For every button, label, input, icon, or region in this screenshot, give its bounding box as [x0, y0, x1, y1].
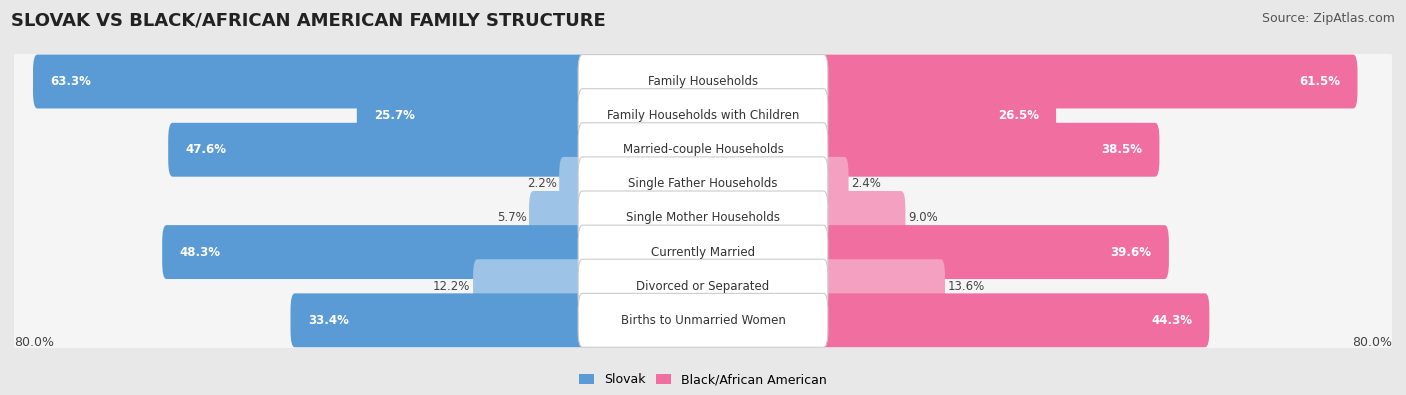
- Text: 44.3%: 44.3%: [1152, 314, 1192, 327]
- Text: Source: ZipAtlas.com: Source: ZipAtlas.com: [1261, 12, 1395, 25]
- FancyBboxPatch shape: [820, 293, 1209, 347]
- Text: 2.2%: 2.2%: [527, 177, 557, 190]
- Text: SLOVAK VS BLACK/AFRICAN AMERICAN FAMILY STRUCTURE: SLOVAK VS BLACK/AFRICAN AMERICAN FAMILY …: [11, 12, 606, 30]
- FancyBboxPatch shape: [578, 89, 828, 143]
- Text: Births to Unmarried Women: Births to Unmarried Women: [620, 314, 786, 327]
- FancyBboxPatch shape: [820, 191, 905, 245]
- FancyBboxPatch shape: [578, 157, 828, 211]
- FancyBboxPatch shape: [820, 89, 1056, 143]
- FancyBboxPatch shape: [13, 224, 1393, 280]
- FancyBboxPatch shape: [820, 55, 1358, 109]
- FancyBboxPatch shape: [578, 123, 828, 177]
- FancyBboxPatch shape: [13, 88, 1393, 143]
- FancyBboxPatch shape: [529, 191, 586, 245]
- FancyBboxPatch shape: [162, 225, 586, 279]
- FancyBboxPatch shape: [13, 190, 1393, 246]
- FancyBboxPatch shape: [13, 122, 1393, 177]
- FancyBboxPatch shape: [820, 225, 1168, 279]
- FancyBboxPatch shape: [578, 293, 828, 347]
- Text: Single Mother Households: Single Mother Households: [626, 211, 780, 224]
- Text: Currently Married: Currently Married: [651, 246, 755, 259]
- FancyBboxPatch shape: [13, 156, 1393, 211]
- FancyBboxPatch shape: [291, 293, 586, 347]
- Text: 39.6%: 39.6%: [1111, 246, 1152, 259]
- Text: 38.5%: 38.5%: [1101, 143, 1142, 156]
- FancyBboxPatch shape: [169, 123, 586, 177]
- Text: 13.6%: 13.6%: [948, 280, 984, 293]
- FancyBboxPatch shape: [560, 157, 586, 211]
- FancyBboxPatch shape: [820, 259, 945, 313]
- Text: 9.0%: 9.0%: [908, 211, 938, 224]
- Text: 80.0%: 80.0%: [14, 336, 53, 349]
- Text: 61.5%: 61.5%: [1299, 75, 1340, 88]
- FancyBboxPatch shape: [13, 293, 1393, 348]
- FancyBboxPatch shape: [32, 55, 586, 109]
- Text: Family Households: Family Households: [648, 75, 758, 88]
- Legend: Slovak, Black/African American: Slovak, Black/African American: [579, 373, 827, 386]
- FancyBboxPatch shape: [578, 55, 828, 109]
- FancyBboxPatch shape: [13, 259, 1393, 314]
- Text: 80.0%: 80.0%: [1353, 336, 1392, 349]
- Text: 2.4%: 2.4%: [851, 177, 882, 190]
- FancyBboxPatch shape: [578, 225, 828, 279]
- FancyBboxPatch shape: [578, 191, 828, 245]
- Text: 47.6%: 47.6%: [186, 143, 226, 156]
- FancyBboxPatch shape: [472, 259, 586, 313]
- Text: 12.2%: 12.2%: [433, 280, 471, 293]
- Text: 26.5%: 26.5%: [998, 109, 1039, 122]
- Text: Divorced or Separated: Divorced or Separated: [637, 280, 769, 293]
- Text: Single Father Households: Single Father Households: [628, 177, 778, 190]
- FancyBboxPatch shape: [820, 157, 849, 211]
- FancyBboxPatch shape: [820, 123, 1160, 177]
- Text: 48.3%: 48.3%: [180, 246, 221, 259]
- FancyBboxPatch shape: [578, 259, 828, 313]
- Text: 5.7%: 5.7%: [496, 211, 526, 224]
- Text: 25.7%: 25.7%: [374, 109, 415, 122]
- FancyBboxPatch shape: [357, 89, 586, 143]
- Text: 63.3%: 63.3%: [51, 75, 91, 88]
- Text: Married-couple Households: Married-couple Households: [623, 143, 783, 156]
- FancyBboxPatch shape: [13, 54, 1393, 109]
- Text: 33.4%: 33.4%: [308, 314, 349, 327]
- Text: Family Households with Children: Family Households with Children: [607, 109, 799, 122]
